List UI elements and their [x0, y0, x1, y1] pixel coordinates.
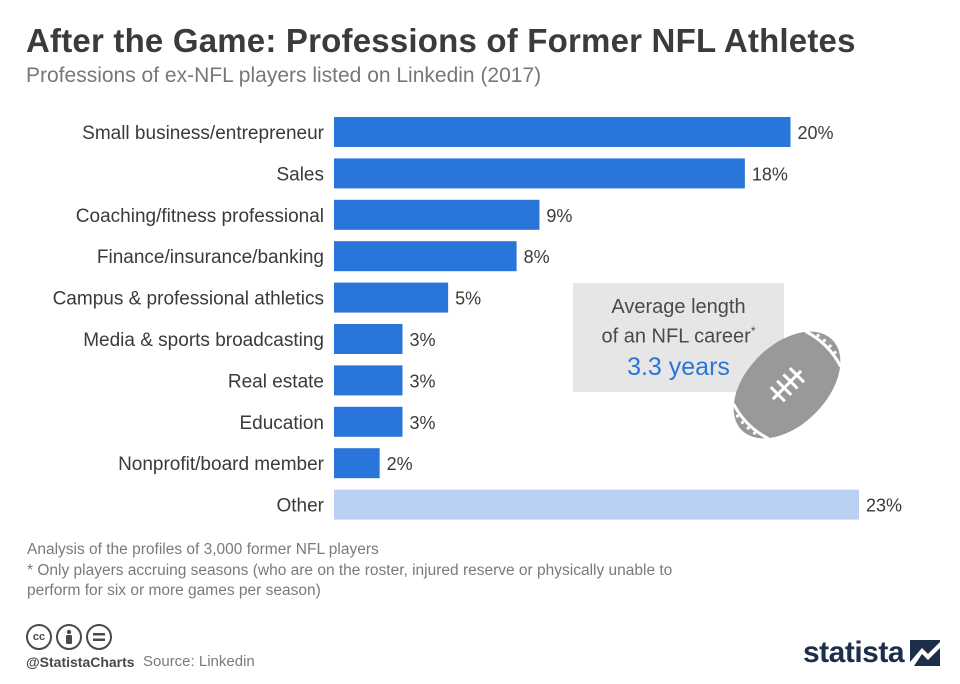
category-label: Real estate	[228, 371, 324, 392]
callout-text: Average length of an NFL career*	[573, 295, 784, 349]
analysis-note: Analysis of the profiles of 3,000 former…	[27, 541, 379, 558]
cc-icon: cc	[26, 624, 52, 650]
category-label: Campus & professional athletics	[53, 289, 324, 310]
category-label: Sales	[276, 164, 324, 185]
bar	[334, 282, 449, 313]
value-label: 23%	[866, 496, 902, 516]
category-label: Nonprofit/board member	[118, 454, 325, 475]
value-label: 8%	[524, 247, 550, 267]
footnote: * Only players accruing seasons (who are…	[27, 562, 673, 599]
bar	[334, 324, 403, 354]
value-label: 3%	[409, 371, 435, 391]
category-label: Other	[276, 496, 324, 517]
callout-footnote-marker: *	[750, 324, 756, 338]
category-label: Media & sports broadcasting	[83, 330, 324, 351]
football-icon	[731, 329, 843, 441]
social-handle: @StatistaCharts	[26, 654, 135, 670]
bar	[334, 241, 517, 272]
value-label: 20%	[798, 123, 834, 143]
value-label: 3%	[409, 413, 435, 433]
chart-subtitle: Professions of ex-NFL players listed on …	[26, 64, 542, 87]
value-label: 2%	[387, 454, 413, 474]
brand-name: statista	[803, 636, 905, 669]
bar	[334, 489, 859, 520]
category-label: Finance/insurance/banking	[97, 247, 324, 268]
chart-title: After the Game: Professions of Former NF…	[26, 22, 856, 59]
nd-icon	[86, 624, 112, 650]
bar-chart: Small business/entrepreneur 20% Sales 18% Co…	[53, 117, 902, 520]
callout-value: 3.3 years	[627, 352, 730, 381]
bar	[334, 406, 403, 437]
callout-line2: of an NFL career	[601, 325, 751, 348]
category-label: Education	[239, 413, 324, 434]
by-icon	[56, 624, 82, 650]
category-label: Coaching/fitness professional	[76, 206, 324, 227]
bar	[334, 117, 791, 147]
license-icons: cc	[26, 624, 112, 650]
bar	[334, 365, 403, 396]
bar	[334, 199, 540, 230]
statista-logo-icon	[910, 640, 941, 666]
value-label: 3%	[409, 330, 435, 350]
bar	[334, 448, 380, 479]
callout-line1: Average length	[611, 296, 746, 318]
category-label: Small business/entrepreneur	[82, 123, 325, 144]
value-label: 18%	[752, 164, 788, 184]
value-label: 5%	[455, 289, 481, 309]
statista-brand: statista	[803, 636, 941, 670]
value-label: 9%	[546, 206, 572, 226]
source-note: Source: Linkedin	[143, 653, 255, 670]
career-length-callout: Average length of an NFL career* 3.3 yea…	[573, 283, 784, 392]
bar	[334, 158, 745, 189]
